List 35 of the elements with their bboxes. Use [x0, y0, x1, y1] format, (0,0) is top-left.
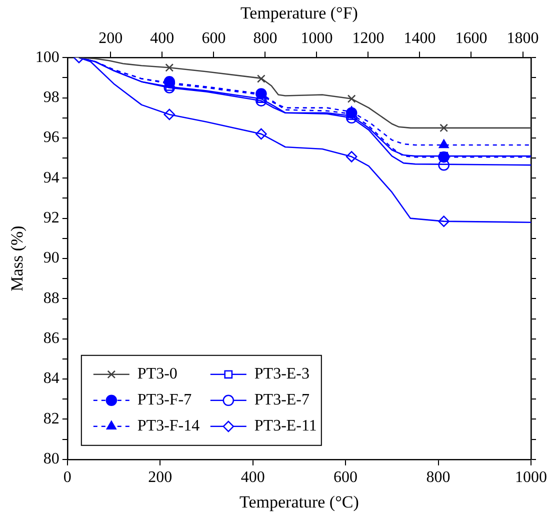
- x-axis-title: Temperature (°C): [240, 492, 359, 512]
- x-tick-label: 400: [240, 469, 265, 486]
- x2-tick-label: 1400: [404, 30, 436, 48]
- x2-tick-label: 1800: [506, 30, 539, 48]
- x2-tick-label: 200: [98, 30, 123, 48]
- legend-label: PT3-0: [137, 366, 178, 383]
- y-tick-label: 80: [43, 450, 60, 468]
- y-tick-label: 86: [43, 330, 60, 348]
- y-tick-label: 90: [43, 250, 60, 267]
- x2-axis-title: Temperature (°F): [240, 4, 358, 23]
- y-tick-label: 100: [35, 48, 60, 66]
- y-tick-label: 84: [43, 370, 60, 388]
- x-tick-label: 0: [63, 469, 72, 486]
- y-tick-label: 98: [43, 88, 60, 106]
- y-axis-title: Mass (%): [8, 226, 27, 292]
- legend-label: PT3-E-7: [254, 392, 310, 409]
- y-tick-label: 88: [43, 290, 60, 307]
- x-tick-label: 800: [426, 469, 450, 486]
- x2-tick-label: 1600: [455, 30, 488, 48]
- legend-label: PT3-F-14: [137, 418, 200, 435]
- y-tick-label: 96: [43, 129, 60, 146]
- x-tick-label: 200: [148, 469, 172, 486]
- x2-tick-label: 800: [253, 30, 278, 48]
- legend-label: PT3-F-7: [137, 392, 192, 409]
- legend-label: PT3-E-11: [254, 418, 317, 435]
- x2-tick-label: 400: [150, 30, 174, 48]
- y-tick-label: 82: [43, 410, 60, 428]
- x2-tick-label: 1000: [300, 30, 333, 48]
- x2-tick-label: 1200: [352, 30, 384, 48]
- x2-tick-label: 600: [202, 30, 226, 48]
- y-tick-label: 92: [43, 210, 60, 227]
- x-tick-label: 600: [334, 469, 358, 486]
- x-tick-label: 1000: [515, 469, 547, 486]
- legend-label: PT3-E-3: [254, 366, 310, 383]
- y-tick-label: 94: [43, 169, 60, 186]
